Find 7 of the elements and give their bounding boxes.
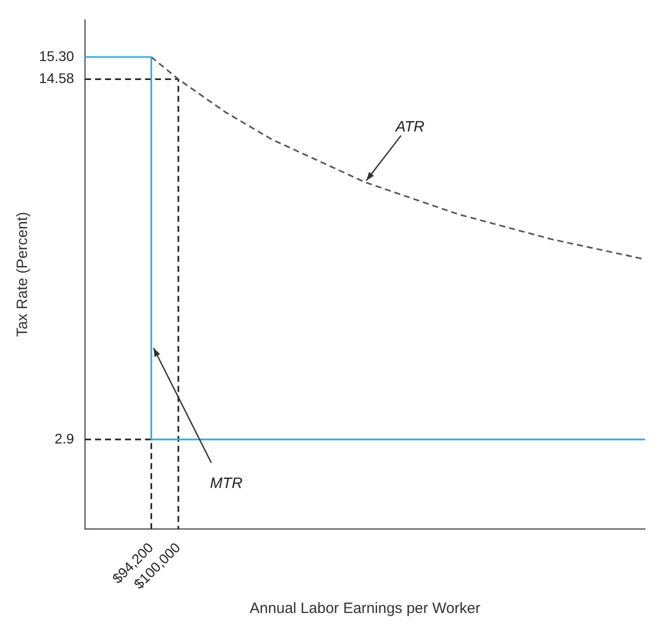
y-tick-label: 15.30: [38, 48, 74, 64]
y-tick-label: 2.9: [54, 430, 74, 446]
x-axis-title: Annual Labor Earnings per Worker: [250, 600, 480, 618]
annotation: MTR: [210, 474, 243, 492]
annotation: ATR: [394, 118, 425, 136]
y-axis-title: Tax Rate (Percent): [14, 212, 32, 337]
y-tick-label: 14.58: [38, 70, 74, 86]
